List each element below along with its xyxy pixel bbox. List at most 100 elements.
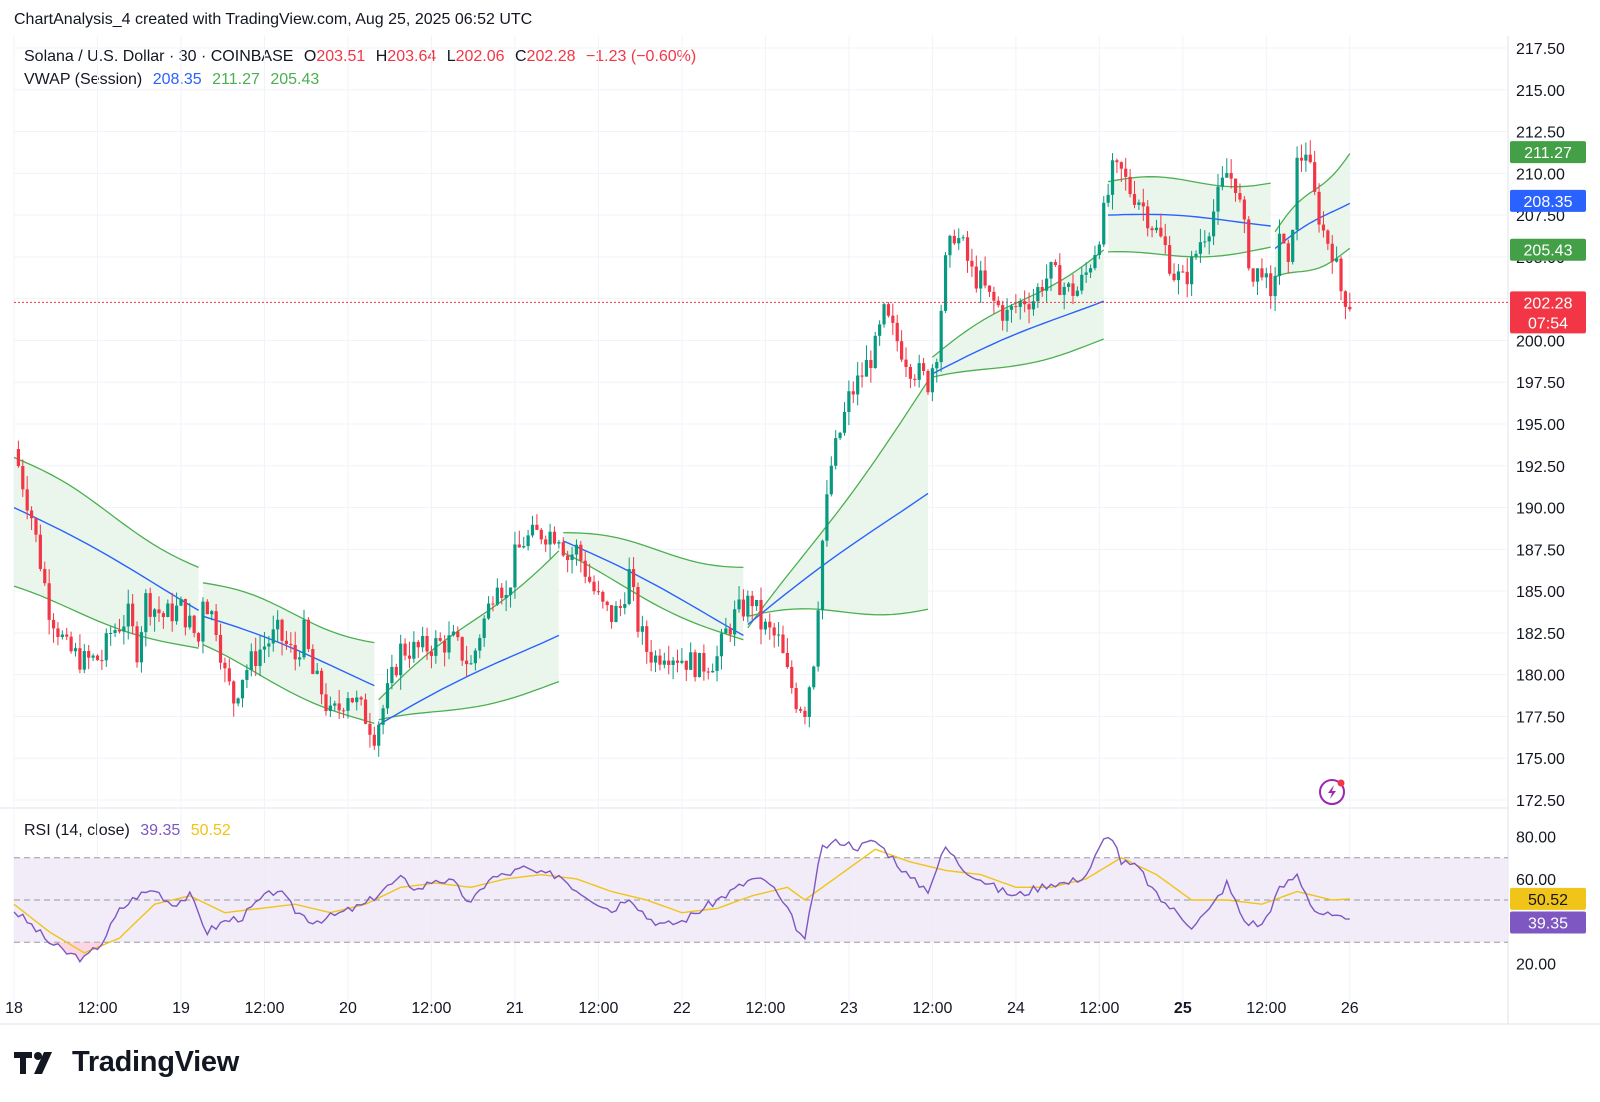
candle <box>596 580 601 596</box>
candle <box>1295 146 1299 241</box>
candle <box>684 660 688 682</box>
candle <box>1229 159 1233 189</box>
svg-text:208.35: 208.35 <box>1524 194 1573 211</box>
candle <box>407 641 412 669</box>
candle <box>1049 261 1053 292</box>
candle <box>544 535 548 552</box>
vwap-lower-band <box>378 680 560 721</box>
candle <box>500 583 504 605</box>
candle <box>148 587 152 626</box>
candle <box>1255 268 1260 296</box>
candle <box>1247 216 1251 271</box>
snapshot-icon[interactable] <box>1319 779 1345 805</box>
price-tick-label: 210.00 <box>1516 166 1565 183</box>
candle <box>495 578 499 606</box>
candle <box>1058 253 1062 296</box>
vwap-lower-band <box>202 644 375 725</box>
candle <box>293 631 297 671</box>
candle <box>16 440 20 468</box>
time-axis[interactable]: 18 12:00 19 12:00 20 12:00 21 12:00 22 12:00 23 12:… <box>5 1000 1359 1017</box>
candle <box>1299 144 1304 172</box>
rsi-ma-value: 50.52 <box>190 822 231 839</box>
candle <box>702 644 706 681</box>
tradingview-brand[interactable]: TradingView <box>14 1046 239 1079</box>
candle <box>232 680 236 717</box>
vwap-line <box>13 506 199 612</box>
candle <box>1172 263 1176 282</box>
candle <box>640 615 644 645</box>
candle <box>557 539 561 549</box>
candle <box>337 689 341 719</box>
brand-name: TradingView <box>72 1046 239 1078</box>
candle <box>504 580 508 612</box>
candle <box>1190 250 1194 297</box>
candle <box>1343 290 1348 320</box>
candle <box>319 667 324 705</box>
candle <box>451 624 456 637</box>
vwap-title[interactable]: VWAP (Session) <box>24 71 143 88</box>
candle <box>1097 241 1101 260</box>
candle <box>381 704 385 735</box>
candle <box>355 690 359 711</box>
candle <box>236 697 240 707</box>
candle <box>1102 196 1106 248</box>
candle <box>631 557 636 602</box>
time-tick-label: 19 <box>172 1000 190 1017</box>
candle <box>1071 274 1075 305</box>
candle <box>117 618 122 634</box>
candle <box>526 529 530 551</box>
candle <box>1242 195 1246 234</box>
candle <box>1216 173 1220 225</box>
candle <box>324 683 328 716</box>
candle <box>513 531 517 599</box>
candle <box>1321 211 1326 238</box>
candle <box>970 248 974 277</box>
candle <box>636 582 640 638</box>
rsi-ma-tag: 50.52 <box>1510 887 1586 910</box>
symbol-title[interactable]: Solana / U.S. Dollar · 30 · COINBASE <box>24 48 294 65</box>
grid-lines <box>0 36 1600 1025</box>
candle <box>464 645 469 677</box>
candle <box>847 380 851 426</box>
candle <box>535 514 539 531</box>
candle <box>693 649 697 682</box>
rsi-pane: 20.00 60.00 80.00 <box>13 830 1556 973</box>
time-tick-label: 24 <box>1007 1000 1025 1017</box>
open-label: O <box>303 48 317 65</box>
candle <box>930 364 934 402</box>
candle <box>486 596 491 620</box>
vwap-upper-band <box>1274 153 1351 233</box>
candle <box>1031 288 1036 316</box>
time-tick-label: 12:00 <box>77 1000 117 1017</box>
candle <box>100 649 104 671</box>
candle <box>1001 300 1005 331</box>
candle <box>856 361 860 406</box>
price-tick-label: 172.50 <box>1516 793 1565 810</box>
rsi-title[interactable]: RSI (14, close) <box>24 822 130 839</box>
candle <box>179 596 183 607</box>
candle <box>271 615 275 652</box>
candle <box>662 652 666 669</box>
candle <box>469 655 473 665</box>
candle <box>517 530 521 548</box>
candle <box>539 528 543 545</box>
vwap-upper-band <box>202 582 375 644</box>
candles <box>16 140 1352 757</box>
candle <box>56 622 60 646</box>
candle <box>306 617 311 653</box>
candle <box>583 551 587 584</box>
rsi-tick-label: 80.00 <box>1516 830 1556 847</box>
candle <box>289 632 293 653</box>
price-tick-label: 200.00 <box>1516 333 1565 350</box>
time-tick-label: 12:00 <box>912 1000 952 1017</box>
chart-canvas[interactable]: 172.50 175.00 177.50 180.00 182.50 185.00 187.… <box>0 0 1600 1040</box>
candle <box>1132 180 1137 209</box>
candle <box>359 695 363 706</box>
candle <box>144 589 148 647</box>
candle <box>1313 150 1317 196</box>
vwap-lower-band <box>13 585 199 649</box>
candle <box>65 627 69 641</box>
candle <box>1273 267 1277 312</box>
countdown-value: 07:54 <box>1528 315 1568 332</box>
vwap-upper-band <box>378 550 560 701</box>
